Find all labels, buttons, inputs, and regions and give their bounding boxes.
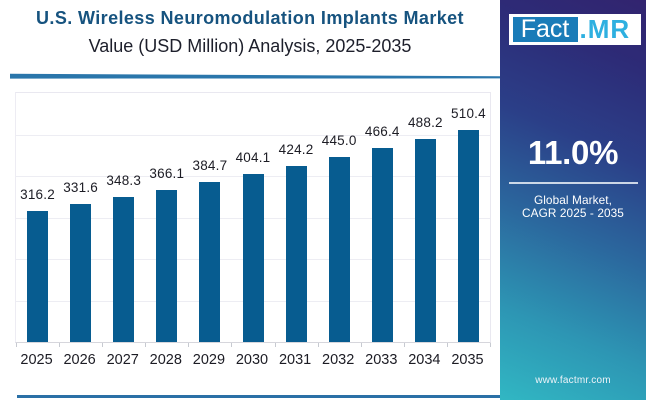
x-axis-tick — [145, 343, 147, 347]
bar-value-label-2028: 366.1 — [149, 166, 185, 182]
x-axis-label-2025: 2025 — [20, 352, 53, 368]
x-axis-tick — [16, 343, 17, 347]
bar-value-label-2034: 488.2 — [407, 115, 443, 131]
x-axis-label-2034: 2034 — [408, 352, 441, 368]
bar-2031 — [285, 165, 307, 342]
x-axis-label-2031: 2031 — [278, 352, 312, 368]
bar-value-label-2025: 316.2 — [20, 186, 55, 202]
bar-2033 — [371, 148, 393, 342]
bar-value-label-2033: 466.4 — [364, 124, 400, 140]
x-axis-tick — [317, 343, 319, 347]
x-axis-tick — [446, 343, 448, 347]
chart-section: U.S. Wireless Neuromodulation Implants M… — [10, 8, 500, 398]
cagr-value: 11.0% — [527, 134, 619, 171]
x-axis-tick — [274, 343, 276, 347]
x-axis-labels: 2025 2026 2027 2028 2029 2030 2031 2032 2033 2034… — [15, 352, 489, 370]
logo-mr-text: .MR — [579, 14, 631, 44]
panel-caption: Global Market, CAGR 2025 - 2035 — [500, 194, 646, 220]
x-axis-tick — [188, 343, 190, 347]
side-panel: Fact .MR 11.0% Global Market, CAGR 2025 -… — [500, 0, 646, 400]
logo-fact-text: Fact — [512, 17, 578, 42]
bar-2025 — [27, 210, 49, 342]
x-axis-label-2029: 2029 — [192, 352, 226, 368]
bar-value-label-2029: 384.7 — [192, 158, 228, 174]
x-axis-label-2027: 2027 — [106, 352, 139, 368]
x-axis-label-2030: 2030 — [235, 352, 269, 368]
panel-divider — [509, 182, 638, 184]
plot-area: 316.2 331.6 348.3 366.1 384.7 404.1 424.2 445.0… — [15, 92, 491, 347]
caption-line1: Global Market, — [533, 193, 613, 207]
factmr-logo[interactable]: Fact .MR — [509, 14, 641, 45]
x-axis-tick — [59, 343, 61, 347]
x-axis-label-2032: 2032 — [322, 352, 355, 368]
bar-2026 — [70, 204, 92, 342]
bar-value-label-2032: 445.0 — [321, 133, 357, 149]
bar-2034 — [414, 139, 436, 342]
bar-2027 — [113, 197, 135, 342]
bar-value-label-2027: 348.3 — [106, 173, 142, 189]
bar-2029 — [199, 182, 221, 342]
bar-value-label-2030: 404.1 — [235, 150, 271, 166]
x-axis-label-2026: 2026 — [63, 352, 96, 368]
bar-value-label-2031: 424.2 — [278, 141, 314, 157]
bar-value-label-2026: 331.6 — [63, 180, 99, 196]
x-axis-tick — [102, 343, 104, 347]
bar-2035 — [457, 130, 479, 342]
x-axis-tick — [360, 343, 362, 347]
chart-subtitle: Value (USD Million) Analysis, 2025-2035 — [88, 36, 412, 56]
x-axis-label-2035: 2035 — [451, 352, 484, 368]
bar-2032 — [328, 157, 350, 342]
caption-line2: CAGR 2025 - 2035 — [522, 205, 624, 220]
website-link[interactable]: www.factmr.com — [535, 375, 611, 386]
bar-2028 — [156, 190, 178, 342]
x-axis-label-2033: 2033 — [365, 352, 398, 368]
bar-value-label-2035: 510.4 — [451, 106, 486, 122]
x-axis-tick — [403, 343, 405, 347]
chart-title: U.S. Wireless Neuromodulation Implants M… — [36, 8, 464, 28]
x-axis-tick — [231, 343, 233, 347]
header-rule-swoosh — [10, 73, 500, 79]
footer-rule — [17, 395, 500, 398]
gridline-500 — [16, 134, 490, 136]
x-axis-label-2028: 2028 — [149, 352, 182, 368]
x-axis-tick — [490, 343, 491, 347]
bar-2030 — [242, 174, 264, 342]
